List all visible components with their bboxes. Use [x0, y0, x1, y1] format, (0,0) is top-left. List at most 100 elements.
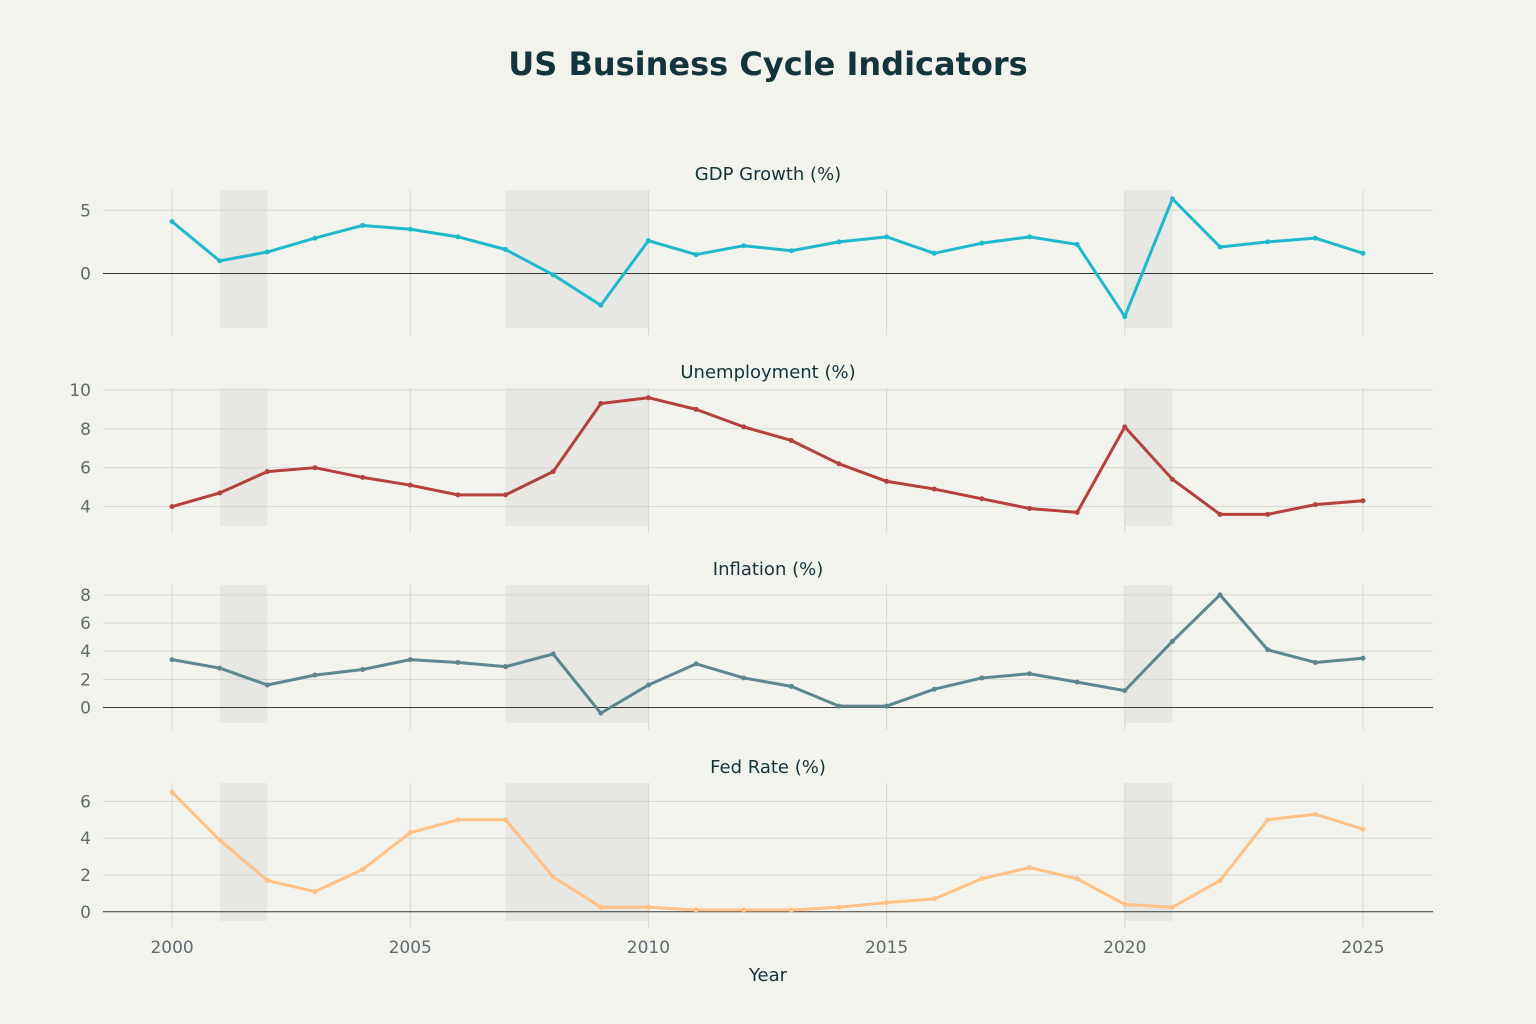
y-tick-label: 2	[80, 670, 91, 690]
data-point	[169, 657, 175, 663]
y-tick-label: 4	[80, 498, 91, 518]
data-point	[1312, 811, 1318, 817]
y-tick-label: 5	[80, 201, 91, 221]
panel-3: 0 2 4 6 Fed Rate (%)	[80, 757, 1433, 928]
data-point	[550, 469, 556, 475]
series-line	[171, 396, 1364, 516]
data-point	[1312, 659, 1318, 665]
panel-1: 4 6 8 10 Unemployment (%)	[69, 362, 1433, 533]
data-point	[169, 789, 175, 795]
data-point	[979, 675, 985, 681]
data-point	[1169, 638, 1175, 644]
data-point	[169, 504, 175, 510]
subplot-title: Unemployment (%)	[680, 362, 855, 383]
recession-band	[219, 388, 268, 526]
data-point	[1169, 196, 1175, 202]
data-point	[407, 657, 413, 663]
data-point	[1217, 511, 1223, 517]
data-point	[1027, 865, 1033, 871]
recession-band	[219, 783, 268, 921]
data-point	[741, 675, 747, 681]
recession-band	[1124, 783, 1173, 921]
data-point	[407, 830, 413, 836]
data-point	[264, 249, 270, 255]
data-point	[598, 302, 604, 308]
data-point	[1169, 904, 1175, 910]
subplot-title: GDP Growth (%)	[695, 164, 841, 185]
data-point	[1360, 498, 1366, 504]
data-point	[503, 247, 509, 253]
data-point	[598, 710, 604, 716]
data-point	[217, 665, 223, 671]
data-point	[1217, 244, 1223, 250]
series-line	[171, 197, 1364, 319]
data-point	[884, 900, 890, 906]
data-point	[217, 258, 223, 264]
data-point	[1312, 235, 1318, 241]
data-point	[455, 492, 461, 498]
data-point	[312, 672, 318, 678]
data-point	[741, 243, 747, 249]
data-point	[884, 478, 890, 484]
data-point	[1360, 826, 1366, 832]
x-tick-label: 2015	[865, 938, 908, 958]
y-tick-label: 6	[80, 614, 91, 634]
data-point	[503, 664, 509, 670]
data-point	[884, 703, 890, 709]
subplot-title: Inflation (%)	[713, 559, 823, 580]
series-line	[171, 593, 1364, 715]
data-point	[360, 866, 366, 872]
data-point	[1074, 241, 1080, 247]
x-tick-label: 2020	[1103, 938, 1146, 958]
data-point	[1265, 511, 1271, 517]
data-point	[1122, 688, 1128, 694]
data-point	[312, 465, 318, 471]
y-tick-label: 8	[80, 420, 91, 440]
data-point	[788, 437, 794, 443]
x-tick-label: 2005	[389, 938, 432, 958]
data-point	[1027, 234, 1033, 240]
x-axis-label: Year	[748, 965, 788, 986]
data-point	[693, 406, 699, 412]
data-point	[1217, 878, 1223, 884]
subplot-title: Fed Rate (%)	[710, 757, 826, 778]
data-point	[360, 222, 366, 228]
data-point	[503, 817, 509, 823]
data-point	[1027, 506, 1033, 512]
data-point	[1074, 679, 1080, 685]
data-point	[550, 874, 556, 880]
x-tick-label: 2025	[1341, 938, 1384, 958]
data-point	[550, 272, 556, 278]
data-point	[1265, 817, 1271, 823]
data-point	[217, 837, 223, 843]
data-point	[645, 238, 651, 244]
data-point	[645, 904, 651, 910]
x-tick-label: 2000	[150, 938, 193, 958]
x-tick-label: 2010	[627, 938, 670, 958]
data-point	[264, 469, 270, 475]
data-point	[836, 461, 842, 467]
chart-title: US Business Cycle Indicators	[508, 45, 1027, 83]
recession-band	[1124, 585, 1173, 723]
data-point	[1312, 502, 1318, 508]
y-tick-label: 0	[80, 903, 91, 923]
data-point	[741, 424, 747, 430]
data-point	[836, 904, 842, 910]
data-point	[1122, 424, 1128, 430]
panel-2: 0 2 4 6 8 Inflation (%)	[80, 559, 1433, 730]
recession-band	[505, 388, 649, 526]
data-point	[169, 219, 175, 225]
data-point	[693, 907, 699, 913]
data-point	[1360, 655, 1366, 661]
panel-0: 0 5 GDP Growth (%)	[80, 164, 1433, 335]
y-tick-label: 6	[80, 792, 91, 812]
data-point	[931, 486, 937, 492]
recession-band	[505, 585, 649, 723]
data-point	[979, 240, 985, 246]
data-point	[693, 661, 699, 667]
data-point	[645, 682, 651, 688]
data-point	[1265, 647, 1271, 653]
data-point	[360, 474, 366, 480]
y-tick-label: 10	[69, 381, 91, 401]
data-point	[931, 686, 937, 692]
